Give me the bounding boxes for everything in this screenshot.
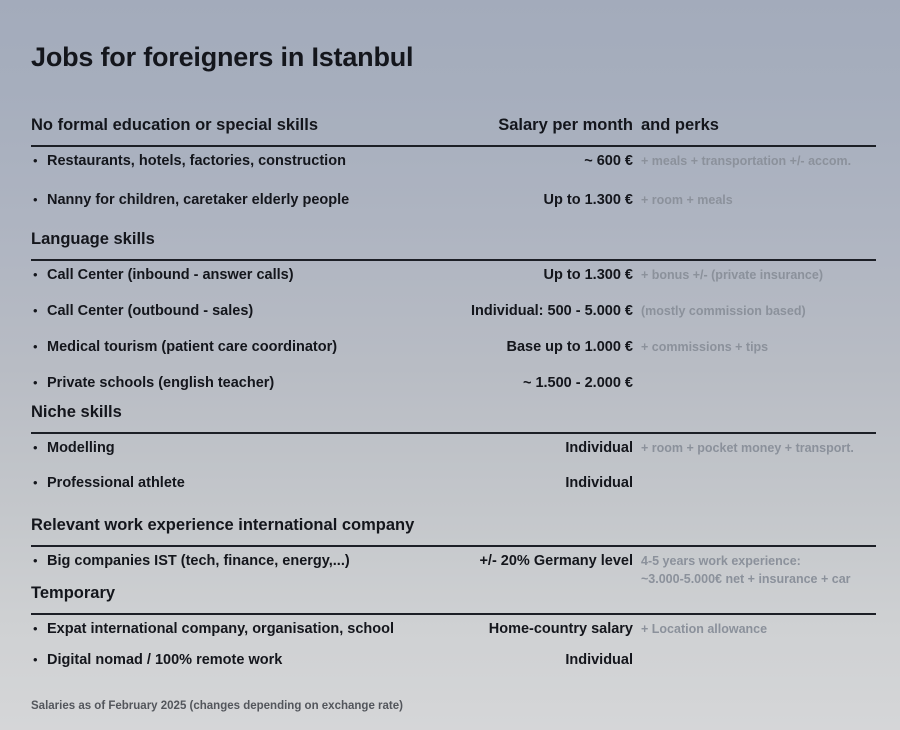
perk-value: + bonus +/- (private insurance) (641, 268, 823, 282)
section-divider (31, 545, 876, 547)
bullet-icon: • (33, 652, 38, 667)
job-label: Private schools (english teacher) (47, 375, 275, 391)
bullet-icon: • (33, 440, 38, 455)
section: Language skills • Call Center (inbound - a… (31, 230, 876, 391)
salary-value: Individual: 500 - 5.000 € (471, 303, 633, 319)
bullet-icon: • (33, 153, 38, 168)
perk-value: (mostly commission based) (641, 304, 806, 318)
footer-note: Salaries as of February 2025 (changes de… (31, 700, 403, 712)
bullet-icon: • (33, 375, 38, 390)
salary-value: Up to 1.300 € (543, 267, 633, 283)
section-divider (31, 259, 876, 261)
bullet-icon: • (33, 339, 38, 354)
salary-value: Home-country salary (488, 621, 633, 637)
perk-value: + Location allowance (641, 622, 768, 636)
section-header: No formal education or special skills Sal… (31, 116, 876, 142)
table-row: • Restaurants, hotels, factories, constru… (31, 151, 876, 186)
table-row: • Nanny for children, caretaker elderly p… (31, 190, 876, 225)
bullet-icon: • (33, 475, 38, 490)
section: No formal education or special skills Sal… (31, 116, 876, 208)
job-label: Nanny for children, caretaker elderly pe… (47, 192, 350, 208)
table-row: • Professional athlete Individual (31, 473, 876, 508)
section-header: Language skills (31, 230, 876, 256)
job-label: Big companies IST (tech, finance, energy… (47, 553, 350, 569)
salary-value: ~ 1.500 - 2.000 € (522, 375, 633, 391)
perk-line: ~3.000-5.000€ net + insurance + car (641, 572, 851, 586)
table-row: • Modelling Individual + room + pocket mone… (31, 438, 876, 473)
job-label: Professional athlete (47, 475, 185, 491)
bullet-icon: • (33, 303, 38, 318)
section-divider (31, 432, 876, 434)
job-label: Expat international company, organisatio… (47, 621, 394, 637)
section-divider (31, 613, 876, 615)
bullet-icon: • (33, 621, 38, 636)
section-divider (31, 145, 876, 147)
page-title: Jobs for foreigners in Istanbul (31, 42, 414, 72)
section: Niche skills • Modelling Individual + room +… (31, 403, 876, 491)
section-header: Niche skills (31, 403, 876, 429)
salary-value: Individual (565, 652, 633, 668)
section: Temporary • Expat international company, o… (31, 584, 876, 668)
perks-column-header: and perks (641, 116, 719, 134)
section-header: Relevant work experience international c… (31, 516, 876, 542)
job-label: Restaurants, hotels, factories, construc… (47, 153, 346, 169)
perk-value: + commissions + tips (641, 340, 769, 354)
salary-value: ~ 600 € (584, 153, 633, 169)
salary-value: Up to 1.300 € (543, 192, 633, 208)
section-title: No formal education or special skills (31, 116, 319, 134)
salary-value: Individual (565, 440, 633, 456)
salary-value: Individual (565, 475, 633, 491)
perk-value: 4-5 years work experience: ~3.000-5.000€ … (641, 552, 900, 588)
perk-value: + room + meals (641, 193, 733, 207)
job-label: Call Center (inbound - answer calls) (47, 267, 294, 283)
salary-value: Base up to 1.000 € (506, 339, 633, 355)
table-row: • Expat international company, organisati… (31, 619, 876, 654)
job-label: Call Center (outbound - sales) (47, 303, 254, 319)
perk-value: + meals + transportation +/- accom. (641, 154, 852, 168)
table-row: • Digital nomad / 100% remote work Individ… (31, 650, 876, 685)
section: Relevant work experience international c… (31, 516, 876, 586)
section-title: Niche skills (31, 403, 122, 421)
bullet-icon: • (33, 553, 38, 568)
table-row: • Big companies IST (tech, finance, energ… (31, 551, 876, 586)
section-title: Language skills (31, 230, 155, 248)
section-header: Temporary (31, 584, 876, 610)
table-row: • Call Center (inbound - answer calls) Up … (31, 265, 876, 300)
salary-column-header: Salary per month (498, 116, 633, 134)
perk-value: + room + pocket money + transport. (641, 441, 854, 455)
job-label: Digital nomad / 100% remote work (47, 652, 283, 668)
table-row: • Private schools (english teacher) ~ 1.50… (31, 373, 876, 408)
table-row: • Medical tourism (patient care coordinat… (31, 337, 876, 372)
salary-value: +/- 20% Germany level (479, 553, 633, 569)
job-label: Modelling (47, 440, 115, 456)
section-title: Relevant work experience international c… (31, 516, 415, 534)
bullet-icon: • (33, 267, 38, 282)
job-label: Medical tourism (patient care coordinato… (47, 339, 338, 355)
table-row: • Call Center (outbound - sales) Individua… (31, 301, 876, 336)
section-title: Temporary (31, 584, 116, 602)
bullet-icon: • (33, 192, 38, 207)
perk-line: 4-5 years work experience: (641, 554, 801, 568)
